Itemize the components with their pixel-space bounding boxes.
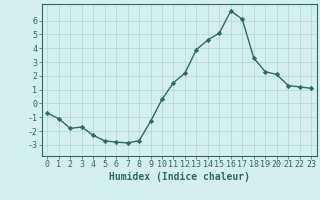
X-axis label: Humidex (Indice chaleur): Humidex (Indice chaleur)	[109, 172, 250, 182]
